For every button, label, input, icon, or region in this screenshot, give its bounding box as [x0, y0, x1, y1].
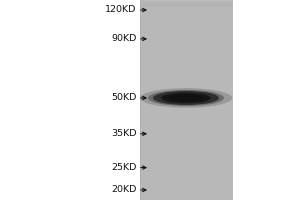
Bar: [140, 1, 232, 4]
Bar: [140, 0, 232, 3]
Text: 25KD: 25KD: [111, 163, 136, 172]
Bar: [140, 3, 232, 6]
Bar: [140, 1, 232, 4]
Ellipse shape: [161, 93, 211, 103]
Bar: [140, 1, 232, 4]
Bar: [140, 2, 232, 5]
Bar: [140, 1, 232, 4]
Bar: [140, 1, 232, 5]
Bar: [140, 2, 232, 5]
Ellipse shape: [140, 88, 232, 108]
Bar: [140, 2, 232, 5]
Bar: [140, 2, 232, 5]
Bar: [140, 0, 232, 3]
Bar: [140, 3, 232, 6]
Bar: [140, 0, 232, 4]
Bar: [140, 1, 232, 4]
Bar: [140, 2, 232, 5]
Bar: [140, 1, 232, 5]
Text: 120KD: 120KD: [105, 5, 136, 15]
Bar: [140, 1, 232, 4]
Ellipse shape: [153, 91, 219, 105]
Bar: [140, 3, 232, 6]
Bar: [140, 2, 232, 5]
Bar: [140, 3, 232, 6]
Bar: [140, 3, 232, 6]
Bar: [140, 2, 232, 5]
Bar: [140, 3, 232, 6]
Bar: [140, 2, 232, 5]
Bar: [140, 1, 232, 5]
Bar: [140, 2, 232, 5]
Ellipse shape: [169, 94, 202, 101]
Bar: [140, 1, 232, 4]
Bar: [140, 2, 232, 6]
Bar: [140, 0, 232, 4]
Bar: [140, 2, 232, 5]
Bar: [140, 0, 232, 4]
Text: 90KD: 90KD: [111, 34, 136, 43]
Bar: [140, 0, 232, 3]
Bar: [140, 3, 232, 7]
Bar: [140, 1, 232, 4]
Bar: [140, 0, 232, 3]
Bar: [140, 1, 232, 5]
Text: 50KD: 50KD: [111, 93, 136, 102]
Bar: [140, 3, 232, 6]
Text: 20KD: 20KD: [111, 186, 136, 194]
Bar: [140, 0, 232, 200]
Bar: [140, 3, 232, 6]
Bar: [140, 2, 232, 5]
Bar: [140, 1, 232, 4]
Bar: [140, 0, 232, 4]
Bar: [140, 3, 232, 7]
Bar: [140, 1, 232, 4]
Bar: [140, 2, 232, 6]
Bar: [140, 1, 232, 4]
Bar: [140, 2, 232, 6]
Bar: [140, 3, 232, 6]
Bar: [140, 3, 232, 6]
Bar: [140, 1, 232, 4]
Bar: [140, 3, 232, 6]
Bar: [140, 2, 232, 5]
Bar: [140, 3, 232, 6]
Bar: [140, 0, 232, 4]
Bar: [140, 1, 232, 5]
Bar: [140, 2, 232, 6]
Bar: [140, 0, 232, 4]
Bar: [140, 2, 232, 6]
Bar: [140, 1, 232, 5]
Text: 35KD: 35KD: [111, 129, 136, 138]
Bar: [140, 2, 232, 6]
Ellipse shape: [148, 90, 224, 106]
